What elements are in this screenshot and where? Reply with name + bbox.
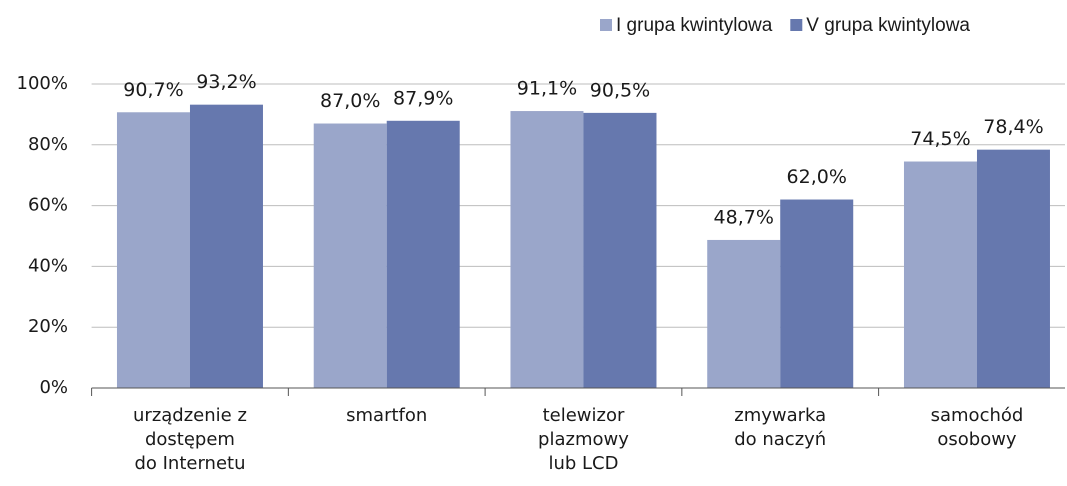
bar bbox=[510, 111, 584, 388]
x-tick-label: do naczyń bbox=[734, 429, 826, 450]
y-tick-label: 100% bbox=[17, 73, 68, 94]
y-tick-label: 80% bbox=[28, 134, 68, 155]
data-label: 48,7% bbox=[714, 206, 774, 228]
bar bbox=[116, 112, 190, 388]
data-label: 90,7% bbox=[123, 79, 183, 101]
bar bbox=[707, 239, 781, 388]
data-label: 62,0% bbox=[787, 166, 847, 188]
x-tick-label: do Internetu bbox=[134, 453, 245, 474]
bar bbox=[313, 123, 387, 389]
data-label: 78,4% bbox=[983, 116, 1043, 138]
y-tick-label: 60% bbox=[28, 195, 68, 216]
legend-swatch bbox=[790, 19, 803, 31]
y-tick-label: 40% bbox=[28, 255, 68, 276]
x-tick-label: plazmowy bbox=[538, 429, 629, 450]
x-tick-label: lub LCD bbox=[548, 453, 618, 474]
x-tick-label: urządzenie z bbox=[133, 405, 247, 426]
x-tick-label: osobowy bbox=[937, 429, 1017, 450]
bar bbox=[583, 112, 657, 388]
y-tick-label: 20% bbox=[28, 316, 68, 337]
y-tick-label: 0% bbox=[39, 377, 68, 398]
x-tick-label: telewizor bbox=[543, 405, 625, 426]
data-label: 90,5% bbox=[590, 79, 650, 101]
x-tick-label: samochód bbox=[931, 405, 1024, 426]
data-label: 74,5% bbox=[910, 128, 970, 150]
data-label: 87,0% bbox=[320, 90, 380, 112]
legend-label: V grupa kwintylowa bbox=[806, 15, 970, 36]
bar bbox=[189, 104, 263, 388]
data-label: 87,9% bbox=[393, 87, 453, 109]
data-label: 91,1% bbox=[517, 78, 577, 100]
x-tick-label: smartfon bbox=[346, 405, 427, 426]
bar bbox=[386, 120, 460, 388]
bar bbox=[780, 199, 854, 388]
legend-swatch bbox=[600, 19, 612, 31]
data-label: 93,2% bbox=[196, 71, 256, 93]
x-tick-label: zmywarka bbox=[734, 405, 826, 426]
x-tick-label: dostępem bbox=[145, 429, 235, 450]
legend-label: I grupa kwintylowa bbox=[616, 15, 773, 36]
bar bbox=[976, 149, 1050, 388]
bar bbox=[903, 161, 977, 388]
